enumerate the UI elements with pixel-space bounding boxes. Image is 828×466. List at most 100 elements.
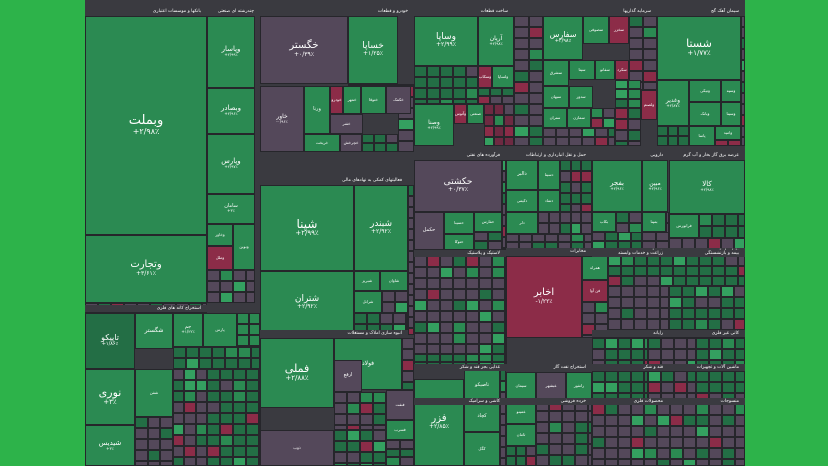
treemap-minor-tile[interactable]	[514, 104, 529, 115]
treemap-minor-tile[interactable]	[334, 441, 347, 452]
treemap-minor-tile[interactable]	[373, 392, 386, 403]
treemap-minor-tile[interactable]	[408, 229, 414, 240]
treemap-minor-tile[interactable]	[484, 137, 494, 146]
treemap-minor-tile[interactable]	[186, 347, 199, 358]
treemap-minor-tile[interactable]	[644, 437, 657, 448]
stock-tile[interactable]: شیدیس +۳٪	[85, 425, 135, 466]
treemap-minor-tile[interactable]	[721, 286, 734, 297]
treemap-minor-tile[interactable]	[657, 415, 670, 426]
treemap-minor-tile[interactable]	[466, 88, 478, 99]
treemap-minor-tile[interactable]	[628, 80, 641, 90]
treemap-minor-tile[interactable]	[474, 232, 488, 241]
treemap-minor-tile[interactable]	[615, 130, 628, 141]
treemap-minor-tile[interactable]	[595, 128, 608, 137]
treemap-minor-tile[interactable]	[427, 99, 440, 104]
treemap-minor-tile[interactable]	[725, 266, 738, 276]
treemap-minor-tile[interactable]	[683, 459, 696, 466]
treemap-minor-tile[interactable]	[560, 171, 571, 182]
treemap-minor-tile[interactable]	[592, 437, 605, 448]
treemap-minor-tile[interactable]	[696, 459, 709, 466]
treemap-minor-tile[interactable]	[581, 193, 592, 204]
stock-tile[interactable]: ونیکی	[689, 80, 721, 102]
treemap-minor-tile[interactable]	[528, 115, 543, 126]
treemap-minor-tile[interactable]	[660, 297, 669, 308]
stock-tile[interactable]: کالا +۲/۹۸٪	[669, 160, 745, 214]
treemap-minor-tile[interactable]	[628, 141, 641, 146]
treemap-minor-tile[interactable]	[237, 324, 249, 335]
treemap-minor-tile[interactable]	[233, 369, 246, 380]
treemap-minor-tile[interactable]	[248, 335, 260, 346]
treemap-minor-tile[interactable]	[408, 240, 414, 251]
treemap-minor-tile[interactable]	[453, 311, 466, 322]
treemap-minor-tile[interactable]	[738, 214, 745, 226]
treemap-minor-tile[interactable]	[506, 234, 519, 242]
treemap-minor-tile[interactable]	[427, 344, 440, 354]
stock-tile[interactable]: خودرو	[330, 86, 343, 114]
stock-tile[interactable]: سفارس +۲/۹۸٪	[543, 16, 583, 60]
treemap-minor-tile[interactable]	[644, 448, 657, 459]
treemap-minor-tile[interactable]	[655, 232, 669, 241]
stock-tile[interactable]: ارفع	[334, 360, 362, 392]
treemap-minor-tile[interactable]	[582, 324, 595, 335]
treemap-minor-tile[interactable]	[466, 256, 479, 267]
stock-tile[interactable]: فملی +۲/۸۸٪	[260, 338, 334, 408]
treemap-minor-tile[interactable]	[504, 115, 514, 126]
treemap-minor-tile[interactable]	[581, 182, 592, 193]
stock-tile[interactable]: وآتوس	[454, 104, 467, 124]
treemap-minor-tile[interactable]	[629, 16, 643, 27]
treemap-minor-tile[interactable]	[670, 448, 683, 459]
treemap-minor-tile[interactable]	[686, 256, 699, 266]
treemap-minor-tile[interactable]	[712, 256, 725, 266]
treemap-minor-tile[interactable]	[581, 212, 592, 223]
treemap-minor-tile[interactable]	[631, 349, 644, 360]
treemap-minor-tile[interactable]	[440, 354, 453, 362]
treemap-minor-tile[interactable]	[741, 16, 745, 27]
treemap-minor-tile[interactable]	[605, 426, 618, 437]
treemap-minor-tile[interactable]	[683, 415, 696, 426]
treemap-minor-tile[interactable]	[618, 404, 631, 415]
treemap-minor-tile[interactable]	[453, 344, 466, 354]
treemap-minor-tile[interactable]	[631, 448, 644, 459]
stock-tile[interactable]: شبریز	[354, 271, 380, 291]
treemap-minor-tile[interactable]	[621, 308, 634, 319]
treemap-minor-tile[interactable]	[647, 266, 660, 276]
stock-tile[interactable]: سخزر	[609, 16, 629, 44]
treemap-minor-tile[interactable]	[549, 444, 562, 455]
treemap-minor-tile[interactable]	[374, 84, 387, 86]
stock-tile[interactable]: وصنا +۲/۹۹٪	[414, 104, 454, 146]
treemap-minor-tile[interactable]	[669, 297, 682, 308]
treemap-minor-tile[interactable]	[414, 278, 427, 289]
treemap-minor-tile[interactable]	[492, 256, 505, 267]
treemap-minor-tile[interactable]	[621, 276, 634, 286]
treemap-minor-tile[interactable]	[683, 404, 696, 415]
treemap-minor-tile[interactable]	[354, 313, 367, 324]
treemap-minor-tile[interactable]	[500, 425, 506, 436]
treemap-minor-tile[interactable]	[618, 459, 631, 466]
treemap-minor-tile[interactable]	[722, 349, 735, 360]
treemap-minor-tile[interactable]	[427, 77, 440, 88]
treemap-minor-tile[interactable]	[440, 99, 453, 104]
treemap-minor-tile[interactable]	[588, 422, 592, 433]
treemap-minor-tile[interactable]	[184, 402, 196, 413]
treemap-minor-tile[interactable]	[466, 322, 479, 333]
treemap-minor-tile[interactable]	[631, 232, 642, 241]
treemap-minor-tile[interactable]	[440, 66, 453, 77]
stock-tile[interactable]: جم +۱/۲۲٪	[173, 313, 203, 347]
treemap-minor-tile[interactable]	[615, 141, 628, 146]
treemap-minor-tile[interactable]	[466, 311, 479, 322]
treemap-minor-tile[interactable]	[657, 459, 670, 466]
treemap-minor-tile[interactable]	[347, 392, 360, 403]
stock-tile[interactable]: خریخت	[304, 134, 340, 152]
treemap-minor-tile[interactable]	[725, 276, 738, 286]
treemap-minor-tile[interactable]	[440, 267, 453, 278]
treemap-minor-tile[interactable]	[722, 371, 735, 382]
treemap-minor-tile[interactable]	[427, 300, 440, 311]
treemap-minor-tile[interactable]	[414, 322, 427, 333]
treemap-minor-tile[interactable]	[334, 403, 347, 414]
treemap-minor-tile[interactable]	[712, 214, 725, 226]
stock-tile[interactable]: ولساپا	[492, 66, 514, 88]
treemap-minor-tile[interactable]	[647, 319, 660, 330]
stock-tile[interactable]: حکمل	[414, 212, 444, 250]
treemap-minor-tile[interactable]	[195, 457, 207, 466]
stock-tile[interactable]: شفن	[135, 369, 173, 417]
